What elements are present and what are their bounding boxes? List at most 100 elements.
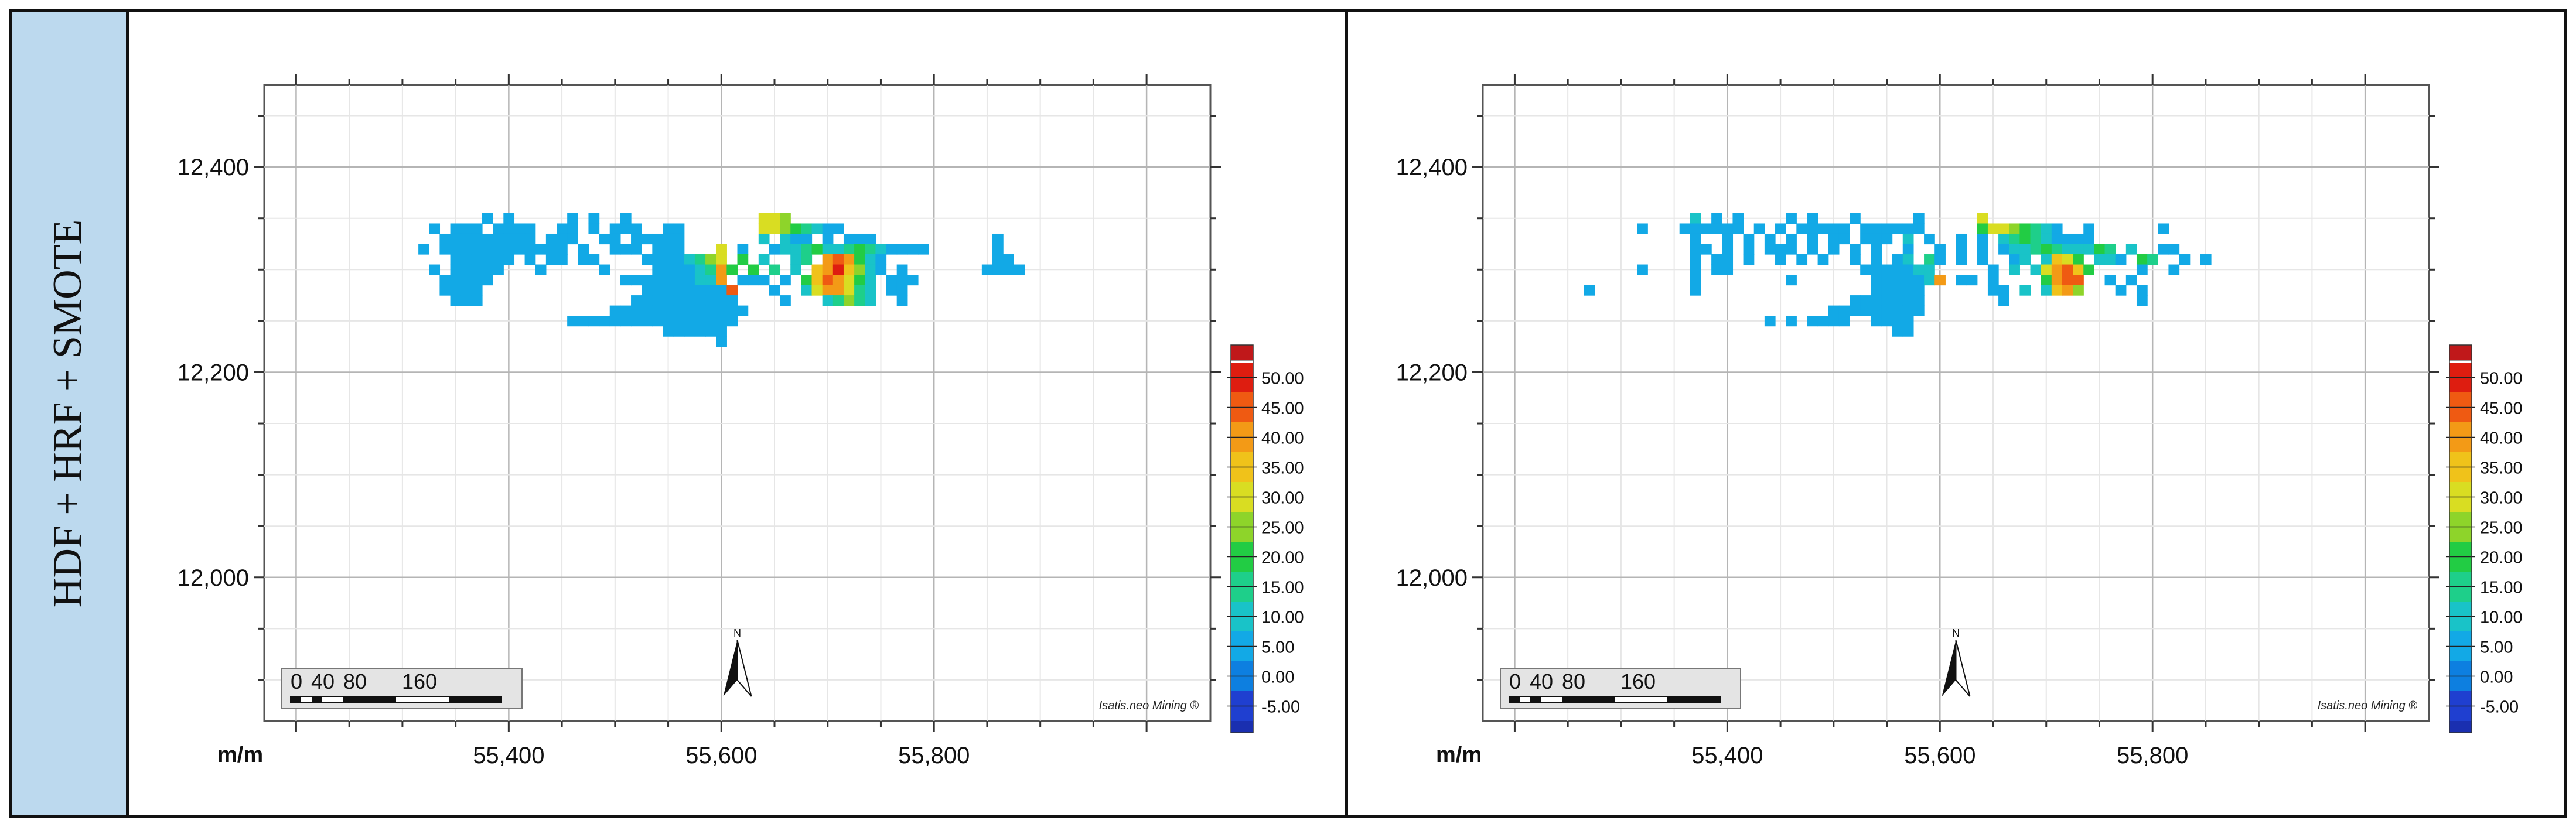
grade-cell <box>514 223 526 234</box>
grade-cell <box>1807 233 1818 245</box>
grade-cell <box>471 275 483 286</box>
grade-cell <box>1786 233 1797 245</box>
grade-cell <box>2019 254 2031 265</box>
grade-cell <box>801 275 813 286</box>
grade-cell <box>1838 316 1850 327</box>
legend-label: 25.00 <box>1261 519 1304 538</box>
grade-cell <box>1902 316 1914 327</box>
north-arrow-label: N <box>733 627 741 639</box>
legend-label: 25.00 <box>2480 519 2523 538</box>
grade-cell <box>843 254 855 265</box>
grade-cell <box>907 275 919 286</box>
grade-cell <box>514 244 526 255</box>
grade-cell <box>609 223 621 234</box>
grade-cell <box>1838 223 1850 234</box>
grade-cell <box>2041 254 2052 265</box>
scale-bar-label: 80 <box>1562 669 1585 693</box>
grade-cell <box>482 233 493 245</box>
grade-cell <box>652 285 664 296</box>
grade-cell <box>1956 244 1967 255</box>
grade-cell <box>557 244 568 255</box>
grade-cell <box>503 213 515 224</box>
grade-cell <box>716 254 727 265</box>
grade-cell <box>1924 254 1935 265</box>
grade-cell <box>2019 223 2031 234</box>
grade-cell <box>663 233 674 245</box>
grade-cell <box>2158 223 2169 234</box>
grade-cell <box>2094 254 2106 265</box>
grade-cell <box>1807 316 1818 327</box>
grade-cell <box>631 316 642 327</box>
grade-cell <box>1913 275 1925 286</box>
grade-cell <box>981 264 993 275</box>
grade-cell <box>631 295 642 306</box>
grade-cell <box>705 254 716 265</box>
grade-cell <box>2041 285 2052 296</box>
tick-marks <box>1472 74 2439 732</box>
grade-cell <box>663 295 674 306</box>
tick-marks <box>254 74 1221 732</box>
north-arrow: N <box>1942 627 1971 697</box>
left-map-panel: 55,400 55,600 55,800 12,400 12,200 12,000 m/m 0… <box>129 12 1345 815</box>
grade-cell <box>822 295 834 306</box>
grade-cell <box>1743 233 1755 245</box>
grade-cell <box>758 275 770 286</box>
grade-cell <box>811 285 823 296</box>
grade-cell <box>439 275 451 286</box>
grade-cell <box>2009 264 2020 275</box>
grade-cell <box>493 244 504 255</box>
grade-cell <box>1711 213 1722 224</box>
row-label-cell: HDF + HRF + SMOTE <box>9 9 129 818</box>
plot-frame <box>1482 84 2430 722</box>
grade-cell <box>620 223 632 234</box>
grade-cell <box>832 264 844 275</box>
grade-cell <box>1690 285 1701 296</box>
grade-cell <box>2125 275 2137 286</box>
grade-cell <box>1743 244 1755 255</box>
grade-cell <box>2083 233 2094 245</box>
grade-cell <box>896 295 908 306</box>
grade-cell <box>1966 275 1978 286</box>
grade-cell <box>886 275 898 286</box>
grade-cell <box>578 254 589 265</box>
grade-cell <box>2083 264 2094 275</box>
grade-cell <box>1807 213 1818 224</box>
grade-cell <box>1881 295 1893 306</box>
grade-cell <box>811 223 823 234</box>
grade-cell <box>801 233 813 245</box>
grade-cell <box>642 305 653 316</box>
grade-cell <box>1892 295 1903 306</box>
grade-cell <box>545 233 557 245</box>
grade-cell <box>748 264 759 275</box>
grade-cell <box>769 223 780 234</box>
grade-cell <box>896 244 908 255</box>
grade-cell <box>1690 254 1701 265</box>
legend-label: 0.00 <box>2480 668 2513 687</box>
grade-cell <box>992 244 1004 255</box>
grade-cell <box>1902 233 1914 245</box>
grade-cell <box>460 295 472 306</box>
grade-cell <box>2094 244 2106 255</box>
grade-cell <box>865 254 876 265</box>
scale-bar-label: 160 <box>402 669 437 693</box>
grade-cell <box>992 254 1004 265</box>
north-arrow-right-half <box>736 640 752 697</box>
grade-cell <box>642 275 653 286</box>
grade-cell <box>578 244 589 255</box>
grade-cell <box>1902 305 1914 316</box>
grade-cell <box>673 244 685 255</box>
grade-cell <box>599 316 610 327</box>
grid <box>1483 85 2429 721</box>
grade-cell <box>737 254 749 265</box>
grade-cell <box>1977 233 1988 245</box>
grade-cell <box>535 244 547 255</box>
grade-cell <box>1998 285 2009 296</box>
grade-cell <box>557 223 568 234</box>
color-legend: 50.00 45.00 40.00 35.00 30.00 25.00 20.00 15.00… <box>2446 344 2523 733</box>
grade-cell <box>1913 285 1925 296</box>
grade-cell <box>716 295 727 306</box>
grade-cell <box>2051 254 2063 265</box>
grade-cell <box>673 295 685 306</box>
grade-cell <box>694 305 706 316</box>
